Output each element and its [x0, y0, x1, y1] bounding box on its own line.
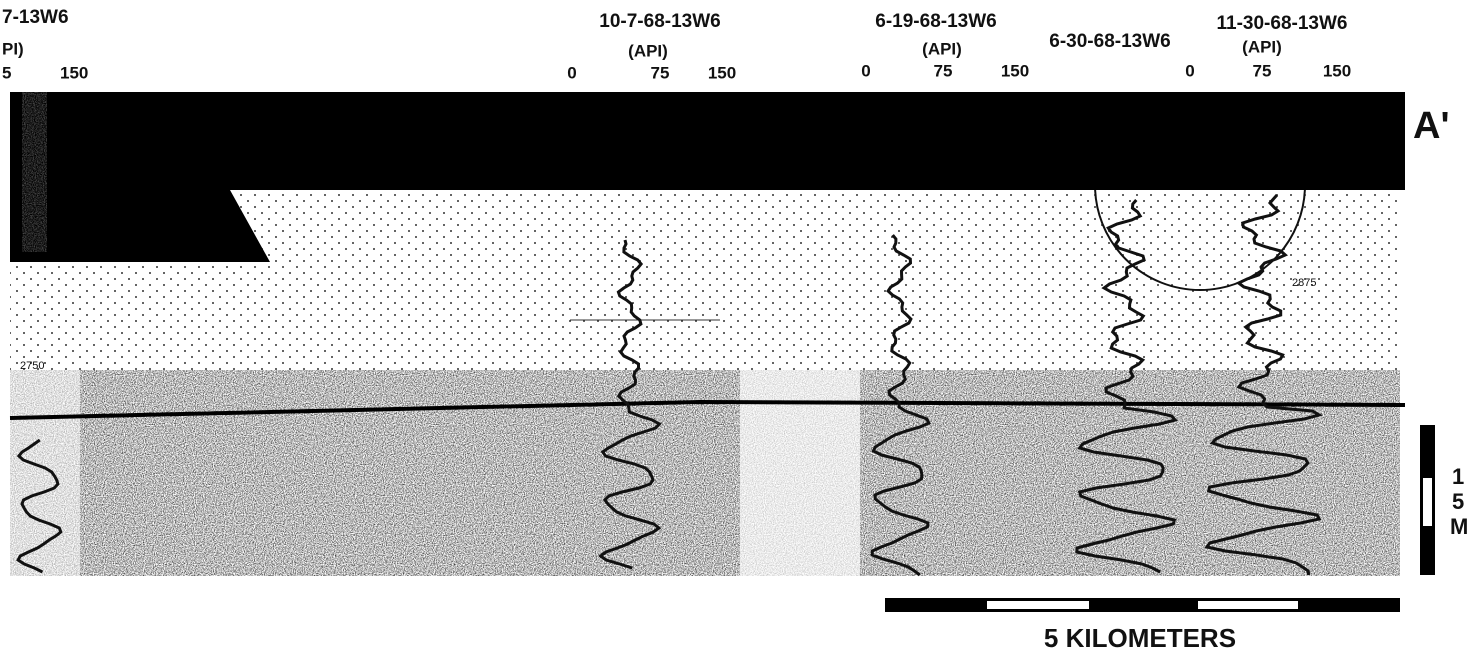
scale-tick: 0	[861, 61, 870, 80]
vertical-scale-label: M	[1450, 514, 1468, 539]
scale-tick: 75	[1253, 61, 1272, 80]
horizontal-scale-bar	[885, 598, 1400, 612]
well-name: 11-30-68-13W6	[1217, 13, 1348, 34]
vertical-scale-label: 1	[1452, 464, 1464, 489]
api-label: (API)	[922, 39, 962, 58]
api-label: (API)	[628, 41, 668, 60]
vertical-scale-label: 5	[1452, 489, 1464, 514]
vertical-scale-bar	[1420, 425, 1435, 575]
scale-tick: 150	[1323, 61, 1351, 80]
depth-label: 2875	[1292, 277, 1316, 289]
api-label: (API)	[1242, 37, 1282, 56]
section-label: A'	[1413, 105, 1449, 147]
scale-tick: 150	[60, 63, 88, 82]
well-name: 10-7-68-13W6	[599, 11, 720, 32]
scale-tick: 0	[567, 63, 576, 82]
depth-label: 2750	[20, 360, 44, 372]
horizontal-scale-label: 5 KILOMETERS	[1044, 623, 1236, 653]
scale-tick: 5	[2, 63, 11, 82]
api-label: PI)	[2, 39, 24, 58]
scale-tick: 150	[708, 63, 736, 82]
scale-tick: 0	[1185, 61, 1194, 80]
left-log-trace	[22, 92, 47, 252]
well-name: 7-13W6	[2, 7, 69, 28]
scale-tick: 150	[1001, 61, 1029, 80]
page: {"wells": [ {"name": "7-13W6", "unit": "…	[0, 0, 1469, 657]
scale-tick: 75	[934, 61, 953, 80]
scale-tick: 75	[651, 63, 670, 82]
cross-section: 7-13W6 PI) 5 150 10-7-68-13W6 (API) 0 75…	[0, 0, 1469, 657]
well-name: 6-19-68-13W6	[875, 11, 996, 32]
well-name: 6-30-68-13W6	[1049, 31, 1170, 52]
